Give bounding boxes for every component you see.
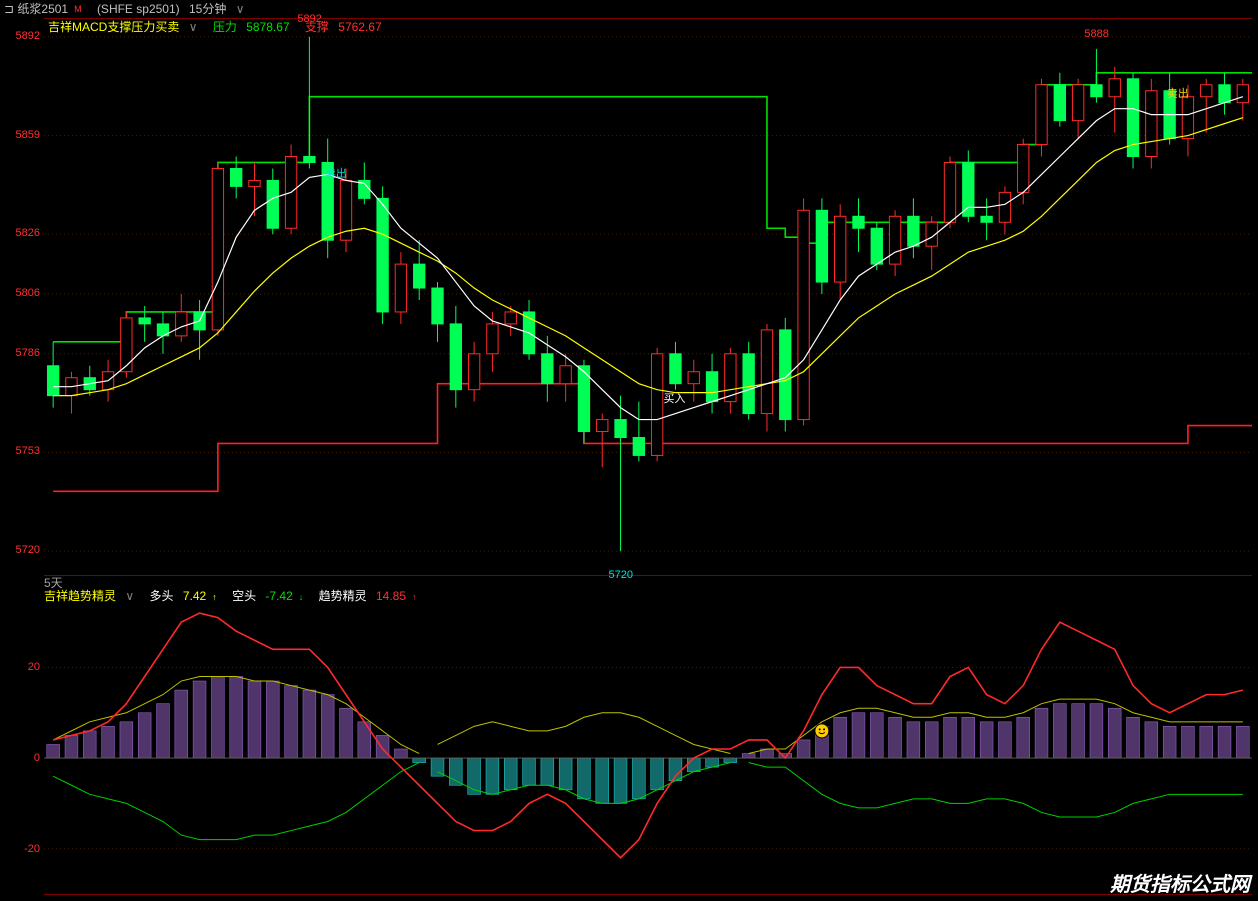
timeframe-label[interactable]: 15分钟 ∨ [189,2,251,16]
ind-name[interactable]: 吉祥趋势精灵 ∨ [44,589,140,603]
watermark: 期货指标公式网 [1110,868,1250,897]
trend-value: 14.85 [376,589,406,603]
y-tick-label: 5859 [16,129,40,141]
y-tick-label: 5806 [16,287,40,299]
main-chart[interactable]: 5892卖出买入57205888卖出 [44,18,1252,576]
short-value: -7.42 [265,589,292,603]
support-value: 5762.67 [338,20,381,34]
pressure-value: 5878.67 [246,20,289,34]
symbol-sup: M [74,4,82,14]
main-legend: 吉祥MACD支撑压力买卖 ∨ 压力 5878.67 支撑 5762.67 [44,18,394,36]
y-tick-label: 5786 [16,347,40,359]
main-yaxis: 5720 5753 5786 5806 5826 5859 5892 [0,18,44,574]
pressure-label: 压力 [213,20,237,34]
symbol: 纸浆2501 [17,2,68,16]
y-tick-label: 5753 [16,445,40,457]
y-tick-label: 5826 [16,227,40,239]
long-value: 7.42 [183,589,206,603]
symbol-header: ⊐ 纸浆2501M (SHFE sp2501) 15分钟 ∨ [0,0,256,18]
y-tick-label: 0 [34,752,40,764]
y-tick-label: 5892 [16,30,40,42]
long-label: 多头 [150,589,174,603]
trend-label: 趋势精灵 [319,589,367,603]
indicator-yaxis: -20 0 20 [0,604,44,894]
indicator-chart[interactable] [44,604,1252,895]
support-label: 支撑 [305,20,329,34]
exchange-code: (SHFE sp2501) [97,2,180,16]
y-tick-label: -20 [24,843,40,855]
y-tick-label: 5720 [16,544,40,556]
indicator-name[interactable]: 吉祥MACD支撑压力买卖 ∨ [48,20,203,34]
indicator-legend: 吉祥趋势精灵 ∨ 多头 7.42↑ 空头 -7.42↓ 趋势精灵 14.85↑ [44,588,429,604]
y-tick-label: 20 [28,661,40,673]
short-label: 空头 [232,589,256,603]
